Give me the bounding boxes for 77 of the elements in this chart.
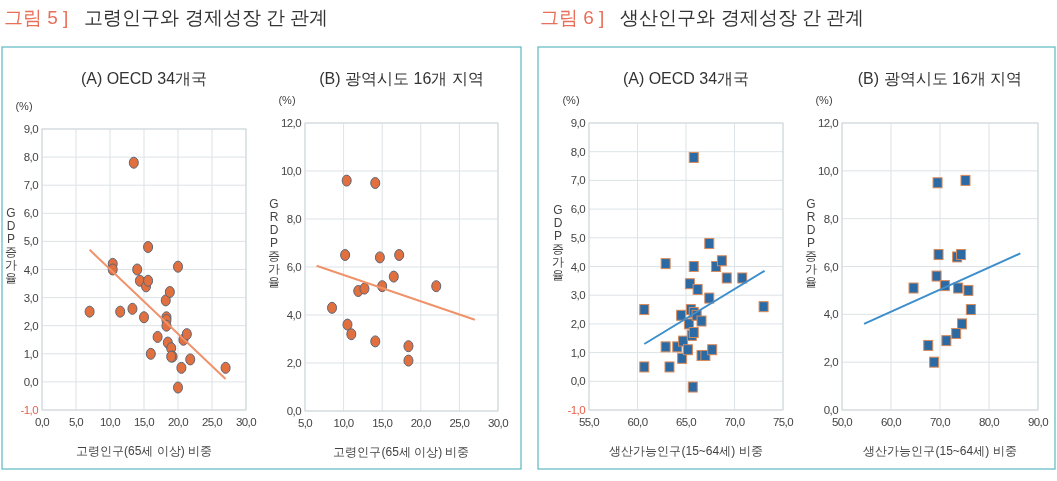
x-tick-label: 5,0 <box>297 417 313 429</box>
chart-subtitle: (A) OECD 34개국 <box>622 70 750 87</box>
y-tick-label: 2,0 <box>570 317 586 330</box>
x-tick-label: 60,0 <box>881 416 902 428</box>
x-tick-label: 20,0 <box>168 416 189 428</box>
text: (%) <box>562 94 580 106</box>
y-tick-label: 4,0 <box>286 309 302 321</box>
y-tick-label: 6,0 <box>570 203 586 216</box>
x-tick-label: 55,0 <box>579 416 600 428</box>
y-tick-label: 2,0 <box>286 357 302 369</box>
y-axis-title: GRDP증가율 <box>805 196 817 289</box>
text: (%) <box>15 100 33 112</box>
y-tick-label: 2,0 <box>823 356 839 369</box>
chart-title: 그림 5 ] 고령인구와 경제성장 간 관계 <box>4 7 329 28</box>
x-axis-title: 생산가능인구(15~64세) 비중 <box>863 444 1017 458</box>
y-tick-label: 1,0 <box>23 347 39 360</box>
y-tick-label: -1,0 <box>20 404 39 416</box>
y-axis-title: GDP증가율 <box>5 206 17 285</box>
x-tick-label: 25,0 <box>449 417 470 429</box>
x-tick-label: 15,0 <box>134 416 155 428</box>
x-tick-label: 20,0 <box>410 417 431 429</box>
x-tick-label: 70,0 <box>930 416 951 428</box>
y-tick-label: 10,0 <box>281 165 302 177</box>
y-tick-label: 8,0 <box>570 145 586 158</box>
x-tick-label: 70,0 <box>724 416 745 428</box>
y-tick-label: 12,0 <box>818 117 839 129</box>
x-tick-label: 90,0 <box>1028 416 1049 428</box>
x-tick-label: 50,0 <box>832 416 853 428</box>
y-tick-label: 4,0 <box>23 263 39 276</box>
text: (%) <box>278 94 296 106</box>
y-tick-label: 6,0 <box>823 260 839 273</box>
x-tick-label: 0,0 <box>34 416 50 428</box>
chart-subtitle: (B) 광역시도 16개 지역 <box>319 70 484 87</box>
y-tick-label: 10,0 <box>818 164 839 177</box>
x-tick-label: 10,0 <box>100 416 121 428</box>
chart-subtitle: (A) OECD 34개국 <box>80 70 208 87</box>
y-tick-label: -1,0 <box>567 404 586 416</box>
y-tick-label: 3,0 <box>570 289 586 302</box>
y-tick-label: 7,0 <box>570 174 586 187</box>
y-tick-label: 7,0 <box>23 179 39 192</box>
y-tick-label: 9,0 <box>23 123 39 135</box>
x-tick-label: 5,0 <box>68 416 84 428</box>
y-tick-label: 5,0 <box>23 235 39 248</box>
x-tick-label: 10,0 <box>333 417 354 429</box>
y-tick-label: 4,0 <box>823 308 839 321</box>
y-axis-title: GRDP증가율 <box>268 197 280 289</box>
y-tick-label: 9,0 <box>570 117 586 129</box>
y-tick-label: 4,0 <box>570 260 586 273</box>
x-axis-title: 고령인구(65세 이상) 비중 <box>75 444 213 458</box>
chart-subtitle: (B) 광역시도 16개 지역 <box>857 70 1023 87</box>
y-tick-label: 0,0 <box>570 375 586 388</box>
x-tick-label: 30,0 <box>236 416 257 428</box>
chart-title: 그림 6 ] 생산인구와 경제성장 간 관계 <box>540 7 865 28</box>
x-tick-label: 65,0 <box>676 416 697 428</box>
x-tick-label: 80,0 <box>979 416 1000 428</box>
x-axis-title: 고령인구(65세 이상) 비중 <box>333 445 470 459</box>
y-axis-title: GDP증가율 <box>552 203 564 282</box>
x-tick-label: 60,0 <box>627 416 648 428</box>
y-tick-label: 0,0 <box>823 404 839 416</box>
y-tick-label: 8,0 <box>823 212 839 225</box>
y-tick-label: 6,0 <box>23 207 39 220</box>
x-tick-label: 25,0 <box>202 416 223 428</box>
y-tick-label: 8,0 <box>23 151 39 164</box>
y-tick-label: 0,0 <box>23 375 39 388</box>
y-tick-label: 8,0 <box>286 213 302 225</box>
y-tick-label: 5,0 <box>570 231 586 244</box>
x-tick-label: 75,0 <box>773 416 794 428</box>
y-tick-label: 0,0 <box>286 405 302 417</box>
x-tick-label: 15,0 <box>372 417 393 429</box>
y-tick-label: 6,0 <box>286 261 302 273</box>
text: (%) <box>815 94 833 106</box>
y-tick-label: 3,0 <box>23 291 39 304</box>
y-tick-label: 1,0 <box>570 346 586 359</box>
x-axis-title: 생산가능인구(15~64세) 비중 <box>609 444 763 458</box>
x-tick-label: 30,0 <box>488 417 509 429</box>
y-tick-label: 2,0 <box>23 319 39 332</box>
y-tick-label: 12,0 <box>281 117 302 129</box>
